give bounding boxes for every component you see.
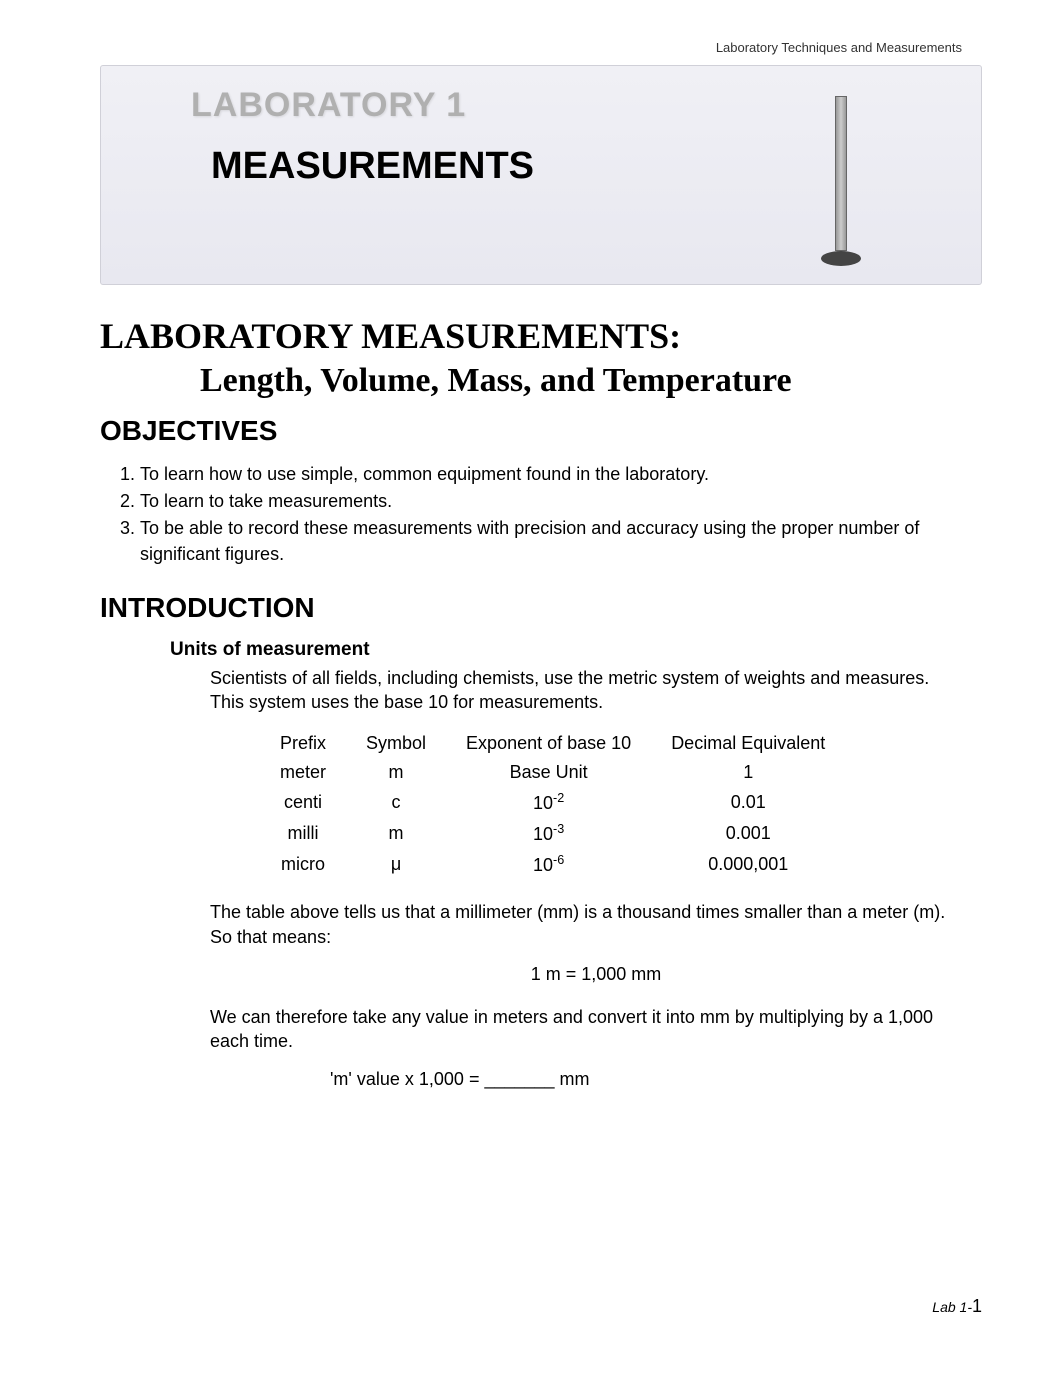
table-cell: 0.000,001 [651, 849, 845, 880]
table-cell: centi [260, 787, 346, 818]
table-header: Exponent of base 10 [446, 729, 651, 758]
intro-para1: Scientists of all fields, including chem… [210, 666, 962, 715]
table-cell: m [346, 758, 446, 787]
table-row: micro μ 10-6 0.000,001 [260, 849, 845, 880]
table-row: milli m 10-3 0.001 [260, 818, 845, 849]
table-cell: μ [346, 849, 446, 880]
objectives-list: To learn how to use simple, common equip… [140, 462, 982, 567]
objectives-heading: OBJECTIVES [100, 415, 982, 447]
table-row: centi c 10-2 0.01 [260, 787, 845, 818]
units-subsection: Units of measurement [170, 639, 982, 661]
table-cell: micro [260, 849, 346, 880]
table-cell: milli [260, 818, 346, 849]
introduction-heading: INTRODUCTION [100, 592, 982, 624]
table-row: meter m Base Unit 1 [260, 758, 845, 787]
table-cell: 1 [651, 758, 845, 787]
objective-item: To be able to record these measurements … [140, 516, 982, 566]
table-cell: meter [260, 758, 346, 787]
intro-para2: The table above tells us that a millimet… [210, 900, 962, 949]
graduated-cylinder-icon [821, 96, 861, 276]
footer-label: Lab 1- [932, 1299, 972, 1315]
objective-item: To learn how to use simple, common equip… [140, 462, 982, 487]
prefix-table: Prefix Symbol Exponent of base 10 Decima… [260, 729, 845, 880]
table-cell: 10-2 [446, 787, 651, 818]
table-header: Symbol [346, 729, 446, 758]
equation2: 'm' value x 1,000 = _______ mm [330, 1069, 982, 1090]
equation1: 1 m = 1,000 mm [210, 964, 982, 985]
page-footer: Lab 1-1 [932, 1296, 982, 1317]
page-number: 1 [972, 1296, 982, 1316]
table-header: Decimal Equivalent [651, 729, 845, 758]
objective-item: To learn to take measurements. [140, 489, 982, 514]
table-header: Prefix [260, 729, 346, 758]
table-cell: Base Unit [446, 758, 651, 787]
table-cell: 10-3 [446, 818, 651, 849]
intro-para3: We can therefore take any value in meter… [210, 1005, 962, 1054]
table-cell: 10-6 [446, 849, 651, 880]
subtitle: Length, Volume, Mass, and Temperature [200, 362, 982, 400]
document-header: Laboratory Techniques and Measurements [100, 40, 982, 55]
table-cell: 0.01 [651, 787, 845, 818]
table-cell: m [346, 818, 446, 849]
table-header-row: Prefix Symbol Exponent of base 10 Decima… [260, 729, 845, 758]
table-cell: 0.001 [651, 818, 845, 849]
main-title: LABORATORY MEASUREMENTS: [100, 315, 982, 357]
table-cell: c [346, 787, 446, 818]
title-banner: LABORATORY 1 MEASUREMENTS [100, 65, 982, 285]
